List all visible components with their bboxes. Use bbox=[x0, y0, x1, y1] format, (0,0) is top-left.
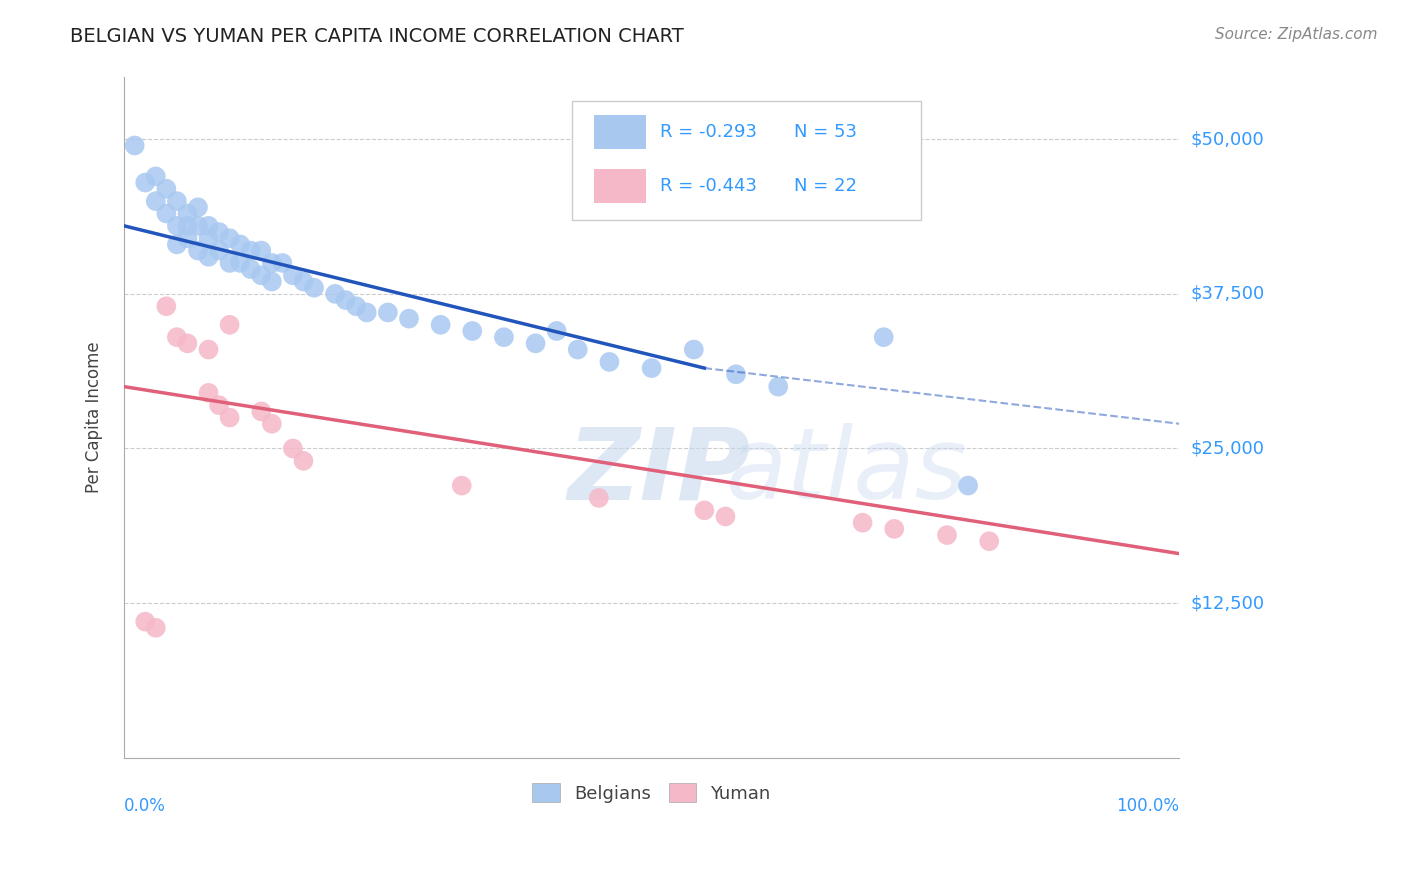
Text: $25,000: $25,000 bbox=[1191, 440, 1264, 458]
Point bbox=[239, 262, 262, 277]
Point bbox=[335, 293, 357, 307]
Point bbox=[260, 256, 283, 270]
Point bbox=[208, 398, 231, 412]
Point bbox=[682, 343, 704, 357]
Point bbox=[429, 318, 451, 332]
Text: R = -0.293: R = -0.293 bbox=[659, 123, 756, 141]
Point bbox=[166, 237, 188, 252]
Point bbox=[957, 478, 980, 492]
Text: N = 22: N = 22 bbox=[794, 178, 858, 195]
Y-axis label: Per Capita Income: Per Capita Income bbox=[86, 342, 103, 493]
Point bbox=[176, 336, 198, 351]
Point bbox=[197, 385, 219, 400]
Text: Source: ZipAtlas.com: Source: ZipAtlas.com bbox=[1215, 27, 1378, 42]
Point bbox=[176, 231, 198, 245]
Point bbox=[302, 281, 325, 295]
Text: R = -0.443: R = -0.443 bbox=[659, 178, 756, 195]
Text: N = 53: N = 53 bbox=[794, 123, 858, 141]
Point bbox=[145, 621, 167, 635]
Point bbox=[281, 442, 304, 456]
Point bbox=[292, 275, 315, 289]
Point bbox=[229, 256, 252, 270]
Point bbox=[145, 169, 167, 184]
Point bbox=[218, 256, 240, 270]
Point bbox=[218, 318, 240, 332]
Point bbox=[724, 368, 747, 382]
Point bbox=[134, 615, 156, 629]
FancyBboxPatch shape bbox=[593, 169, 647, 203]
Point bbox=[166, 194, 188, 208]
Text: $37,500: $37,500 bbox=[1191, 285, 1264, 303]
Point bbox=[187, 219, 209, 233]
Point bbox=[344, 299, 367, 313]
Point bbox=[187, 200, 209, 214]
Point bbox=[398, 311, 420, 326]
Point bbox=[883, 522, 905, 536]
Point bbox=[218, 231, 240, 245]
Point bbox=[197, 231, 219, 245]
Text: atlas: atlas bbox=[725, 424, 967, 520]
Point bbox=[260, 417, 283, 431]
Point bbox=[640, 361, 662, 376]
Point bbox=[197, 250, 219, 264]
Point bbox=[176, 219, 198, 233]
Point bbox=[492, 330, 515, 344]
Point bbox=[155, 299, 177, 313]
Point bbox=[155, 182, 177, 196]
Point bbox=[271, 256, 294, 270]
Point bbox=[239, 244, 262, 258]
Point bbox=[208, 244, 231, 258]
Point bbox=[852, 516, 875, 530]
Point bbox=[250, 268, 273, 283]
Point bbox=[356, 305, 378, 319]
Point bbox=[281, 268, 304, 283]
Point bbox=[292, 454, 315, 468]
Point bbox=[936, 528, 959, 542]
Point bbox=[229, 237, 252, 252]
Point bbox=[187, 244, 209, 258]
FancyBboxPatch shape bbox=[572, 102, 921, 220]
Point bbox=[218, 410, 240, 425]
Point bbox=[979, 534, 1001, 549]
Point bbox=[450, 478, 472, 492]
Point bbox=[546, 324, 568, 338]
Point bbox=[166, 219, 188, 233]
Text: $12,500: $12,500 bbox=[1191, 594, 1264, 612]
Point bbox=[260, 275, 283, 289]
Text: $50,000: $50,000 bbox=[1191, 130, 1264, 148]
Point bbox=[524, 336, 547, 351]
Text: ZIP: ZIP bbox=[567, 424, 751, 520]
Point bbox=[124, 138, 146, 153]
Point bbox=[134, 176, 156, 190]
FancyBboxPatch shape bbox=[593, 115, 647, 149]
Point bbox=[377, 305, 399, 319]
Point bbox=[176, 206, 198, 220]
Point bbox=[145, 194, 167, 208]
Point bbox=[588, 491, 610, 505]
Point bbox=[197, 219, 219, 233]
Point bbox=[567, 343, 589, 357]
Point bbox=[250, 404, 273, 418]
Text: 100.0%: 100.0% bbox=[1116, 797, 1180, 814]
Point bbox=[598, 355, 620, 369]
Point bbox=[197, 343, 219, 357]
Point bbox=[155, 206, 177, 220]
Point bbox=[714, 509, 737, 524]
Point bbox=[693, 503, 716, 517]
Point bbox=[461, 324, 484, 338]
Text: BELGIAN VS YUMAN PER CAPITA INCOME CORRELATION CHART: BELGIAN VS YUMAN PER CAPITA INCOME CORRE… bbox=[70, 27, 685, 45]
Point bbox=[873, 330, 896, 344]
Point bbox=[766, 379, 789, 393]
Text: 0.0%: 0.0% bbox=[124, 797, 166, 814]
Legend: Belgians, Yuman: Belgians, Yuman bbox=[526, 776, 778, 810]
Point bbox=[208, 225, 231, 239]
Point bbox=[323, 286, 346, 301]
Point bbox=[166, 330, 188, 344]
Point bbox=[250, 244, 273, 258]
